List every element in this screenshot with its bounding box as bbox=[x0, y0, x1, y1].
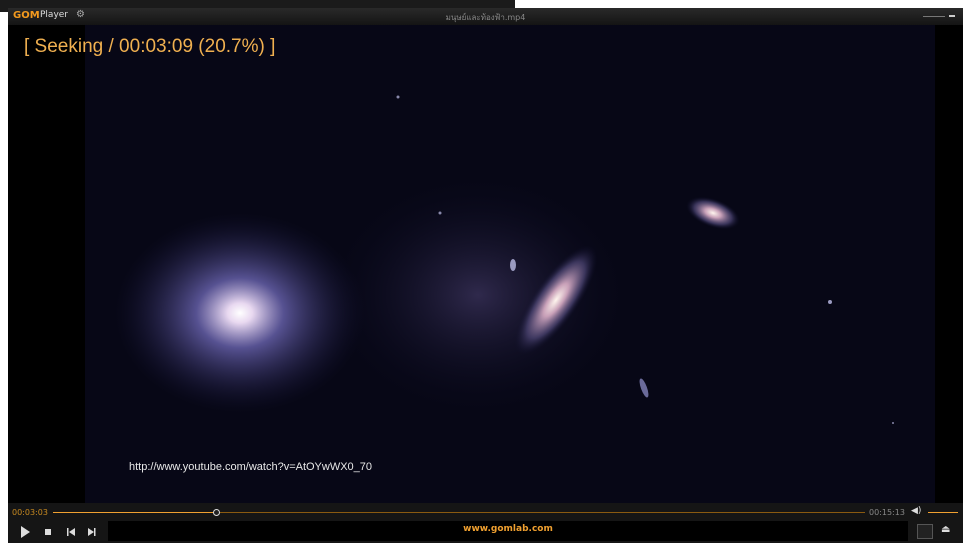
volume-bar[interactable] bbox=[928, 512, 958, 513]
prev-button[interactable] bbox=[67, 528, 75, 536]
banner-area: www.gomlab.com bbox=[108, 521, 908, 541]
seek-knob[interactable] bbox=[213, 509, 220, 516]
control-bar: 00:03:03 00:15:13 ◀) www.gomlab.com ⏏ bbox=[8, 503, 963, 543]
seek-progress bbox=[53, 512, 217, 513]
eject-button[interactable]: ⏏ bbox=[941, 524, 950, 535]
next-button[interactable] bbox=[88, 528, 96, 536]
video-watermark: http://www.youtube.com/watch?v=AtOYwWX0_… bbox=[129, 461, 372, 473]
duration-time: 00:15:13 bbox=[869, 508, 905, 517]
playback-buttons bbox=[8, 521, 118, 543]
volume-mini bbox=[923, 16, 945, 17]
file-title: มนุษย์และท้องฟ้า.mp4 bbox=[8, 11, 963, 24]
banner-link[interactable]: www.gomlab.com bbox=[108, 524, 908, 534]
fullscreen-button[interactable] bbox=[917, 524, 933, 539]
minimize-button[interactable] bbox=[949, 15, 955, 17]
stop-button[interactable] bbox=[45, 529, 51, 535]
video-frame bbox=[8, 25, 963, 503]
title-bar: GOM Player ⚙ มนุษย์และท้องฟ้า.mp4 bbox=[8, 8, 963, 25]
screen: GOM Player ⚙ มนุษย์และท้องฟ้า.mp4 [ Seek… bbox=[0, 0, 963, 543]
elapsed-time: 00:03:03 bbox=[12, 508, 48, 517]
osd-text: [ Seeking / 00:03:09 (20.7%) ] bbox=[24, 36, 275, 58]
volume-icon[interactable]: ◀) bbox=[911, 506, 921, 516]
play-button[interactable] bbox=[21, 526, 30, 538]
